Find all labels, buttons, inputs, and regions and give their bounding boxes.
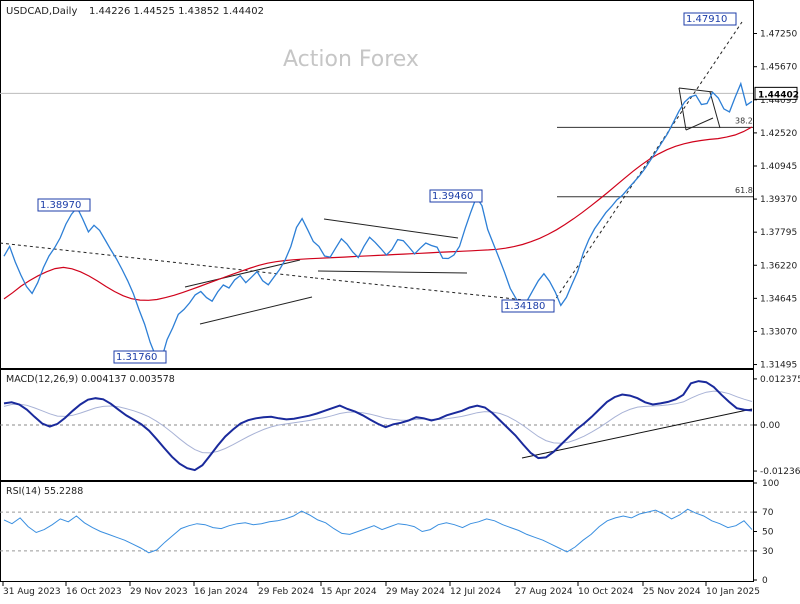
x-tick-label: 31 Aug 2023 [3, 587, 61, 597]
price-y-tick-label: 1.44095 [760, 96, 797, 106]
x-tick-label: 16 Oct 2023 [66, 587, 122, 597]
rsi-y-tick-label: 70 [762, 508, 774, 518]
x-tick-label: 29 Feb 2024 [258, 587, 314, 597]
price-y-tick-label: 1.42520 [760, 129, 797, 139]
x-tick-label: 27 Aug 2024 [515, 587, 573, 597]
x-tick-label: 29 Nov 2023 [130, 587, 188, 597]
price-annotation-box [429, 189, 483, 203]
rsi-title: RSI(14) 55.2288 [6, 486, 83, 497]
rsi-pane [0, 481, 754, 582]
price-annotation-box [113, 350, 167, 364]
price-annotation-box [501, 299, 555, 313]
triangle-line [323, 218, 459, 239]
x-tick-label: 10 Oct 2024 [578, 587, 634, 597]
flag-line [678, 87, 714, 93]
x-tick-label: 16 Jan 2024 [194, 587, 248, 597]
price-annotation-label: 1.47910 [686, 14, 727, 25]
dashed-trendline [552, 21, 743, 304]
price-y-tick-label: 1.36220 [760, 261, 797, 271]
price-y-tick-label: 1.37795 [760, 228, 797, 238]
price-pane [0, 0, 754, 369]
price-line [3, 81, 753, 360]
rsi-y-tick-label: 50 [762, 528, 774, 538]
axis-layer: 1.47250 1.45670 1.44095 1.42520 1.40945 1.393… [2, 30, 800, 597]
watermark: Action Forex [283, 47, 419, 72]
current-price-tag [754, 86, 798, 100]
macd-y-tick-label: 0.00 [760, 421, 780, 431]
macd-y-tick-label: 0.012375 [760, 375, 800, 385]
macd-y-tick-label: -0.012367 [760, 467, 800, 477]
price-y-tick-label: 1.47250 [760, 30, 797, 40]
channel-line [184, 259, 301, 288]
price-annotation-label: 1.31760 [116, 352, 157, 363]
price-y-tick-label: 1.31495 [760, 361, 797, 371]
macd-trendline [521, 408, 753, 459]
price-annotation-box [37, 198, 91, 212]
current-price-label: 1.44402 [758, 90, 799, 100]
price-y-tick-label: 1.33070 [760, 327, 797, 337]
rsi-y-tick-label: 0 [762, 576, 768, 586]
dashed-trendline [0, 242, 316, 279]
symbol-label: USDCAD,Daily [6, 6, 77, 17]
price-annotation-label: 1.39460 [432, 191, 473, 202]
x-tick-label: 25 Nov 2024 [643, 587, 701, 597]
rsi-y-tick-label: 30 [762, 547, 774, 557]
x-tick-label: 15 Apr 2024 [321, 587, 377, 597]
dashed-trendline [314, 277, 554, 304]
ma-line [3, 126, 753, 301]
price-y-tick-label: 1.45670 [760, 63, 797, 73]
rsi-y-tick-label: 100 [762, 479, 779, 489]
flag-line [678, 87, 687, 131]
fib-label: 61.8 [735, 186, 753, 195]
channel-line [199, 296, 313, 325]
price-y-tick-label: 1.34645 [760, 294, 797, 304]
macd-title: MACD(12,26,9) 0.004137 0.003578 [6, 374, 175, 385]
price-annotation-label: 1.34180 [504, 301, 545, 312]
ohlc-label: 1.44226 1.44525 1.43852 1.44402 [89, 6, 264, 17]
x-tick-label: 10 Jan 2025 [706, 587, 760, 597]
x-tick-label: 29 May 2024 [386, 587, 445, 597]
price-annotation-label: 1.38970 [40, 200, 81, 211]
x-tick-label: 12 Jul 2024 [450, 587, 501, 597]
price-y-tick-label: 1.40945 [760, 162, 797, 172]
price-annotation-box [683, 12, 737, 26]
price-y-tick-label: 1.39370 [760, 195, 797, 205]
triangle-line [317, 270, 468, 274]
macd-pane [0, 369, 754, 481]
macd-signal-line [3, 390, 753, 454]
macd-line [3, 380, 753, 472]
fib-label: 38.2 [735, 116, 753, 125]
flag-line [685, 117, 714, 131]
macd-layer [0, 380, 753, 472]
price-layer: 38.2 61.8 1.38970 1.31760 1.39460 1.34180 1.47… [0, 12, 753, 364]
flag-line [709, 91, 721, 129]
rsi-layer [0, 508, 753, 554]
rsi-line [3, 508, 753, 554]
